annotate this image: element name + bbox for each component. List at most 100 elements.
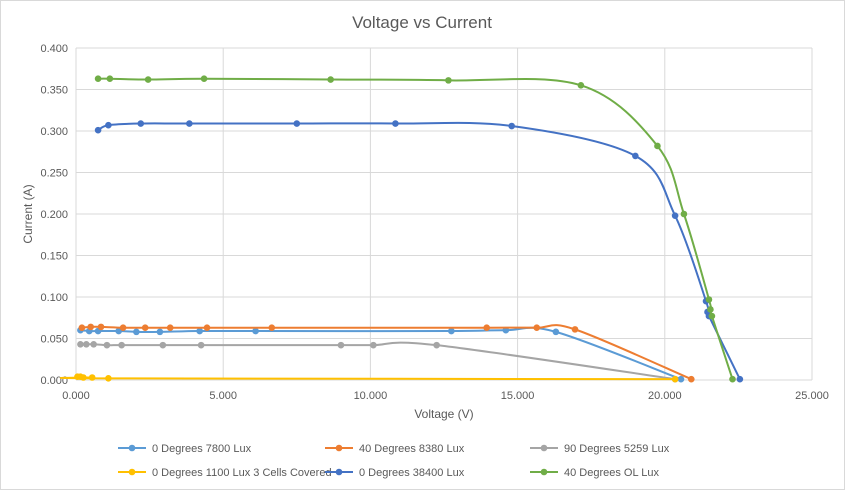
data-point — [268, 324, 276, 332]
data-point — [103, 341, 111, 349]
legend-item: 90 Degrees 5259 Lux — [530, 443, 670, 455]
legend-label: 0 Degrees 1100 Lux 3 Cells Covered — [152, 467, 332, 479]
y-tick-label: 0.350 — [40, 85, 68, 97]
data-point — [118, 341, 125, 349]
legend-label: 40 Degrees OL Lux — [564, 467, 659, 479]
legend-label: 90 Degrees 5259 Lux — [564, 443, 670, 455]
data-point — [705, 296, 713, 303]
legend-item: 40 Degrees 8380 Lux — [325, 443, 465, 455]
legend-item: 0 Degrees 38400 Lux — [325, 467, 465, 479]
data-point — [677, 375, 685, 383]
y-tick-label: 0.200 — [40, 209, 68, 221]
y-axis-title: Current (A) — [21, 184, 35, 243]
y-tick-label: 0.050 — [40, 334, 68, 346]
data-point — [166, 324, 174, 332]
data-point — [671, 212, 679, 219]
series-line — [80, 341, 676, 381]
series-1 — [77, 326, 685, 383]
chart-title: Voltage vs Current — [352, 13, 492, 32]
data-point — [196, 327, 203, 335]
data-point — [327, 76, 334, 83]
legend-swatch-marker — [128, 444, 136, 452]
data-point — [508, 122, 516, 130]
series-line — [97, 121, 741, 380]
legend-item: 0 Degrees 7800 Lux — [118, 443, 252, 455]
data-point — [729, 375, 736, 383]
x-tick-label: 20.000 — [648, 390, 682, 402]
data-point — [144, 76, 152, 83]
y-tick-label: 0.400 — [40, 43, 68, 55]
data-point — [687, 375, 695, 383]
data-point — [78, 324, 86, 332]
data-point — [94, 126, 102, 134]
data-point — [708, 312, 716, 320]
x-tick-label: 10.000 — [354, 390, 388, 402]
data-point — [94, 75, 102, 83]
legend-label: 0 Degrees 38400 Lux — [359, 467, 465, 479]
legend: 0 Degrees 7800 Lux 40 Degrees 8380 Lux 90 … — [118, 443, 670, 479]
series-layer — [59, 75, 744, 383]
legend-swatch-marker — [540, 444, 548, 452]
data-point — [707, 306, 714, 313]
data-point — [106, 75, 114, 83]
data-point — [83, 341, 90, 348]
data-point — [88, 374, 96, 381]
data-point — [552, 328, 560, 336]
series-2 — [78, 323, 695, 383]
x-tick-label: 15.000 — [501, 390, 535, 402]
data-point — [186, 120, 193, 127]
data-point — [533, 324, 541, 332]
x-tick-label: 25.000 — [795, 390, 829, 402]
data-point — [671, 375, 679, 383]
data-point — [119, 324, 127, 332]
y-tick-label: 0.300 — [40, 126, 68, 138]
data-point — [156, 328, 164, 336]
data-point — [483, 324, 490, 332]
y-tick-label: 0.000 — [40, 375, 68, 387]
y-tick-label: 0.100 — [40, 292, 68, 304]
data-point — [141, 324, 149, 332]
data-point — [433, 341, 440, 349]
y-tick-label: 0.250 — [40, 168, 68, 180]
series-3 — [77, 341, 679, 383]
legend-swatch-marker — [128, 468, 136, 476]
data-point — [448, 327, 455, 335]
legend-label: 0 Degrees 7800 Lux — [152, 443, 252, 455]
series-line — [59, 375, 676, 381]
data-point — [736, 375, 744, 383]
legend-swatch-marker — [335, 468, 343, 476]
series-line — [81, 324, 692, 381]
data-point — [571, 326, 579, 333]
data-point — [200, 75, 208, 83]
legend-label: 40 Degrees 8380 Lux — [359, 443, 465, 455]
data-point — [293, 120, 301, 127]
axes: 0.000 0.050 0.100 0.150 0.200 0.250 0.300 0.350… — [40, 43, 828, 402]
x-tick-label: 5.000 — [209, 390, 237, 402]
data-point — [252, 327, 259, 335]
data-point — [159, 341, 167, 349]
data-point — [680, 210, 688, 218]
data-point — [77, 341, 84, 348]
data-point — [105, 375, 112, 382]
data-point — [197, 341, 205, 349]
legend-swatch-marker — [335, 444, 343, 452]
data-point — [654, 142, 661, 150]
data-point — [97, 323, 105, 331]
data-point — [133, 328, 140, 336]
data-point — [632, 152, 639, 160]
y-tick-label: 0.150 — [40, 251, 68, 263]
data-point — [370, 341, 377, 349]
x-tick-label: 0.000 — [62, 390, 90, 402]
legend-swatch-marker — [540, 468, 548, 476]
series-6 — [94, 75, 736, 383]
data-point — [87, 323, 95, 331]
legend-item: 40 Degrees OL Lux — [530, 467, 659, 479]
data-point — [90, 341, 97, 348]
data-point — [105, 121, 112, 129]
data-point — [577, 82, 585, 89]
data-point — [337, 341, 345, 349]
data-point — [137, 120, 145, 127]
series-4 — [59, 373, 679, 383]
data-point — [445, 77, 452, 84]
